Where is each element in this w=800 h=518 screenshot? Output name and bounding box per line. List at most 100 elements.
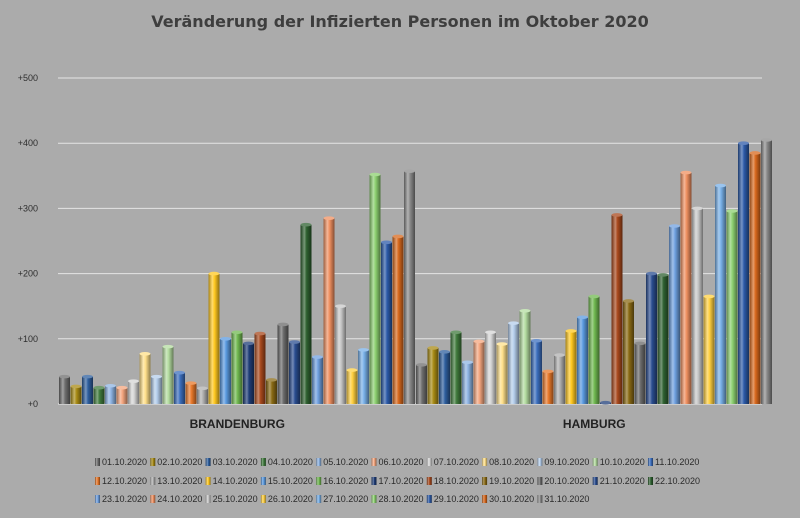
bar bbox=[473, 339, 485, 404]
legend-swatch bbox=[205, 495, 211, 503]
legend-label: 15.10.2020 bbox=[268, 476, 313, 486]
legend-item: 21.10.2020 bbox=[592, 476, 645, 486]
legend-label: 13.10.2020 bbox=[157, 476, 202, 486]
legend-swatch bbox=[205, 458, 211, 466]
legend-label: 01.10.2020 bbox=[102, 457, 147, 467]
legend-swatch bbox=[95, 458, 100, 466]
bar bbox=[254, 331, 266, 404]
legend-label: 08.10.2020 bbox=[489, 457, 534, 467]
bar bbox=[105, 383, 116, 404]
legend-label: 07.10.2020 bbox=[434, 457, 479, 467]
legend-swatch bbox=[371, 458, 377, 466]
legend-swatch bbox=[482, 458, 488, 466]
legend-item: 30.10.2020 bbox=[482, 494, 534, 504]
legend-swatch bbox=[95, 477, 100, 485]
legend-label: 30.10.2020 bbox=[489, 494, 534, 504]
legend-swatch bbox=[426, 477, 432, 485]
legend-item: 29.10.2020 bbox=[426, 494, 479, 504]
legend-label: 31.10.2020 bbox=[544, 494, 589, 504]
bar bbox=[323, 216, 335, 404]
bar bbox=[277, 322, 289, 404]
bar bbox=[657, 273, 669, 404]
legend-item: 28.10.2020 bbox=[371, 494, 424, 504]
legend-swatch bbox=[150, 458, 156, 466]
bar bbox=[416, 363, 427, 404]
legend-item: 23.10.2020 bbox=[95, 494, 147, 504]
bar bbox=[485, 330, 496, 404]
legend-item: 26.10.2020 bbox=[260, 494, 313, 504]
bar bbox=[462, 360, 473, 404]
bar bbox=[312, 355, 323, 404]
legend-swatch bbox=[316, 495, 322, 503]
legend-swatch bbox=[95, 495, 100, 503]
bar bbox=[266, 378, 277, 404]
legend-item: 12.10.2020 bbox=[95, 476, 147, 486]
bar bbox=[185, 381, 197, 404]
legend-item: 31.10.2020 bbox=[537, 494, 589, 504]
legend-label: 23.10.2020 bbox=[102, 494, 147, 504]
legend-label: 24.10.2020 bbox=[157, 494, 202, 504]
legend-item: 17.10.2020 bbox=[371, 476, 424, 486]
bar bbox=[600, 400, 611, 405]
legend-item: 16.10.2020 bbox=[316, 476, 368, 486]
legend-item: 08.10.2020 bbox=[482, 457, 534, 467]
legend-swatch bbox=[592, 477, 598, 485]
bar bbox=[496, 342, 508, 404]
y-tick-label: +200 bbox=[18, 269, 38, 279]
legend-label: 14.10.2020 bbox=[213, 476, 258, 486]
y-tick-label: +100 bbox=[18, 334, 38, 344]
bar bbox=[554, 353, 565, 404]
legend-item: 19.10.2020 bbox=[482, 476, 534, 486]
legend-swatch bbox=[482, 477, 488, 485]
y-tick-label: +400 bbox=[18, 138, 38, 148]
bar bbox=[231, 330, 243, 404]
legend-label: 03.10.2020 bbox=[213, 457, 258, 467]
bar bbox=[519, 308, 531, 404]
bar bbox=[404, 169, 415, 404]
bar bbox=[738, 141, 749, 404]
legend-swatch bbox=[537, 458, 543, 466]
legend-item: 02.10.2020 bbox=[150, 457, 202, 467]
legend-label: 06.10.2020 bbox=[379, 457, 424, 467]
legend-item: 10.10.2020 bbox=[592, 457, 645, 467]
chart-title: Veränderung der Infizierten Personen im … bbox=[151, 12, 649, 31]
legend-swatch bbox=[150, 477, 156, 485]
bar bbox=[358, 348, 369, 404]
legend-item: 24.10.2020 bbox=[150, 494, 202, 504]
legend-item: 18.10.2020 bbox=[426, 476, 479, 486]
bar bbox=[128, 379, 139, 404]
legend-label: 12.10.2020 bbox=[102, 476, 147, 486]
bar bbox=[139, 351, 151, 404]
bar bbox=[162, 344, 174, 404]
legend-swatch bbox=[426, 458, 432, 466]
legend-swatch bbox=[426, 495, 432, 503]
bar bbox=[93, 385, 105, 404]
legend-swatch bbox=[205, 477, 211, 485]
legend-item: 15.10.2020 bbox=[260, 476, 313, 486]
legend-item: 11.10.2020 bbox=[648, 457, 699, 467]
bar bbox=[70, 384, 82, 404]
legend-item: 01.10.2020 bbox=[95, 457, 147, 467]
bar bbox=[116, 385, 128, 404]
legend-swatch bbox=[592, 458, 598, 466]
bar bbox=[300, 222, 312, 404]
legend-label: 10.10.2020 bbox=[600, 457, 645, 467]
bar bbox=[726, 209, 738, 404]
legend-item: 25.10.2020 bbox=[205, 494, 258, 504]
bar bbox=[749, 151, 761, 404]
legend-swatch bbox=[316, 477, 322, 485]
legend-swatch bbox=[371, 495, 377, 503]
bar bbox=[680, 170, 692, 404]
legend-label: 25.10.2020 bbox=[213, 494, 258, 504]
legend-swatch bbox=[260, 477, 266, 485]
legend-label: 05.10.2020 bbox=[323, 457, 368, 467]
bar bbox=[289, 340, 300, 404]
bar bbox=[439, 350, 450, 404]
bar bbox=[392, 234, 404, 404]
legend-label: 26.10.2020 bbox=[268, 494, 313, 504]
legend-label: 29.10.2020 bbox=[434, 494, 479, 504]
legend-label: 17.10.2020 bbox=[379, 476, 424, 486]
legend-swatch bbox=[537, 477, 543, 485]
bar bbox=[715, 183, 726, 404]
